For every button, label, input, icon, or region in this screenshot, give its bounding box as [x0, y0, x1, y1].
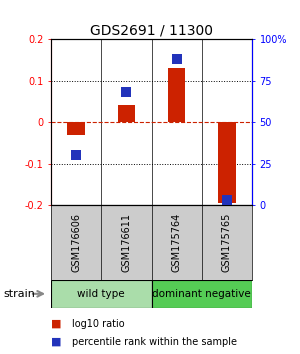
- Text: GSM176611: GSM176611: [122, 213, 131, 272]
- Text: ■: ■: [51, 319, 62, 329]
- Bar: [67, 122, 85, 135]
- Bar: [51, 280, 152, 308]
- Text: strain: strain: [3, 289, 35, 299]
- Bar: [218, 122, 236, 203]
- Text: dominant negative: dominant negative: [152, 289, 251, 299]
- Point: [174, 56, 179, 62]
- Bar: [118, 105, 135, 122]
- Text: wild type: wild type: [77, 289, 125, 299]
- Text: GSM175765: GSM175765: [222, 213, 232, 272]
- Point: [74, 153, 79, 158]
- Title: GDS2691 / 11300: GDS2691 / 11300: [90, 24, 213, 38]
- Text: GSM176606: GSM176606: [71, 213, 81, 272]
- Text: GSM175764: GSM175764: [172, 213, 182, 272]
- Text: percentile rank within the sample: percentile rank within the sample: [72, 337, 237, 347]
- Text: ■: ■: [51, 337, 62, 347]
- Text: log10 ratio: log10 ratio: [72, 319, 124, 329]
- Point: [124, 89, 129, 95]
- Bar: [168, 68, 185, 122]
- Bar: [152, 280, 252, 308]
- Point: [224, 198, 229, 203]
